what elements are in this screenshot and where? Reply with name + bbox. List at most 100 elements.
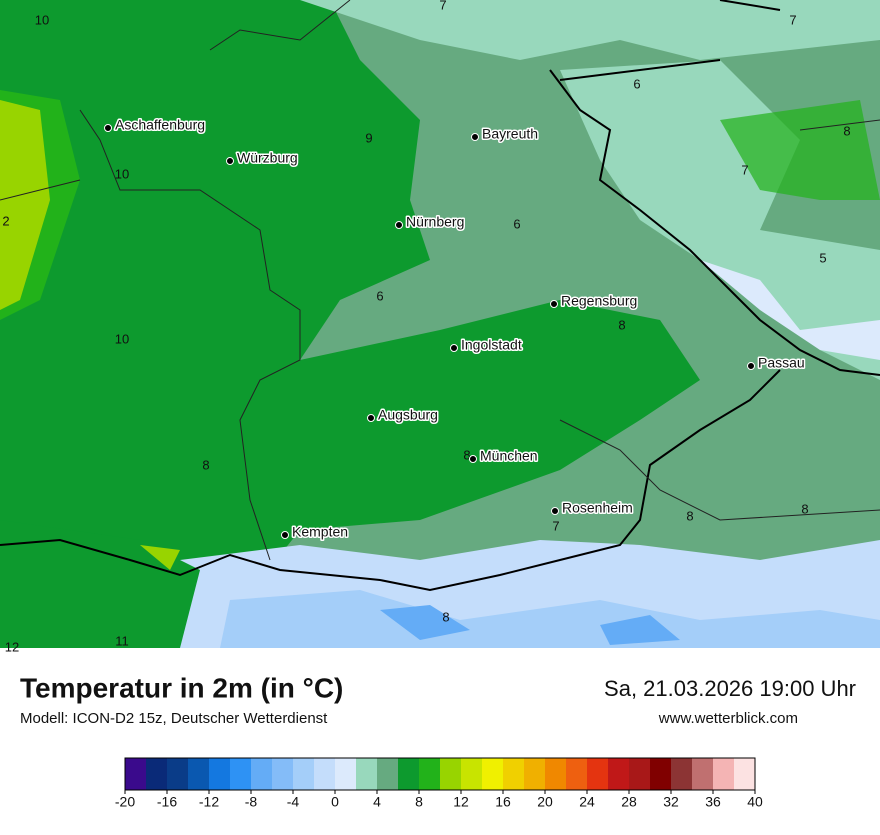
city-label: Bayreuth [482,126,538,142]
legend-swatch [692,758,714,790]
legend-swatch [503,758,525,790]
legend-swatch [188,758,210,790]
city-label: Passau [758,355,805,371]
legend-swatch [251,758,273,790]
title: Temperatur in 2m (in °C) [20,672,343,703]
legend-swatch [734,758,756,790]
legend-swatch [545,758,567,790]
isotherm-label: 5 [819,250,826,265]
legend-swatch [209,758,231,790]
legend-tick-label: 20 [537,794,553,810]
legend-swatch [461,758,483,790]
legend-swatch [293,758,315,790]
isotherm-label: 8 [801,501,808,516]
color-legend: -20 -16 -12 -8 -4 0 4 8 12 16 20 24 28 32 36 40 [115,757,763,810]
legend-swatch [125,758,147,790]
isotherm-label: 7 [439,0,446,12]
city-label: Kempten [292,524,348,540]
website: www.wetterblick.com [658,710,798,727]
borders [0,0,880,592]
legend-tick-label: 40 [747,794,763,810]
city-label: Regensburg [561,293,637,309]
legend-swatch [167,758,189,790]
legend-swatch [650,758,672,790]
isotherm-label: 6 [633,76,640,91]
city-dot [550,300,558,308]
city-label: Nürnberg [406,214,464,230]
legend-swatch [146,758,168,790]
isotherm-label: 9 [365,130,372,145]
legend-tick-label: 24 [579,794,595,810]
legend-tick-label: -8 [245,794,258,810]
legend-swatch [482,758,504,790]
city-dot [551,507,559,515]
legend-tick-label: 32 [663,794,679,810]
city-label: Aschaffenburg [115,117,205,133]
legend-swatch [377,758,399,790]
legend-swatch [356,758,378,790]
isotherm-label: 8 [202,457,209,472]
city-dot [226,157,234,165]
legend-swatch [566,758,588,790]
legend-swatch [230,758,252,790]
legend-tick-label: 12 [453,794,469,810]
isotherm-label: 8 [442,609,449,624]
legend-tick-label: 36 [705,794,721,810]
isotherm-label: 10 [115,331,129,346]
isotherm-labels: 10 7 7 6 8 9 10 7 6 5 6 8 10 8 8 7 8 8 8 12 11 2 [2,0,850,654]
city-dot [104,124,112,132]
isotherm-label: 8 [618,317,625,332]
legend-tick-label: 0 [331,794,339,810]
legend-swatch [524,758,546,790]
legend-swatch [314,758,336,790]
legend-tick-label: 8 [415,794,423,810]
city-dot [395,221,403,229]
legend-swatch [629,758,651,790]
city-dot [367,414,375,422]
subtitle: Modell: ICON-D2 15z, Deutscher Wetterdie… [20,710,328,727]
isotherm-label: 7 [789,12,796,27]
legend-tick-label: -4 [287,794,300,810]
city-label: Rosenheim [562,500,633,516]
isotherm-label: 12 [5,639,19,654]
isotherm-label: 7 [741,162,748,177]
legend-swatch [419,758,441,790]
legend-tick-label: -12 [199,794,219,810]
isotherm-label: 8 [463,447,470,462]
isotherm-label: 7 [552,518,559,533]
city-dot [450,344,458,352]
isotherm-label: 6 [513,216,520,231]
isotherm-label: 8 [843,123,850,138]
legend-swatch [335,758,357,790]
isotherm-label: 6 [376,288,383,303]
city-labels: Aschaffenburg Würzburg Bayreuth Nürnberg Reg… [104,115,806,541]
legend-tick-label: -20 [115,794,135,810]
city-label: Würzburg [237,150,298,166]
legend-swatch [398,758,420,790]
isotherm-label: 8 [686,508,693,523]
city-label: München [480,448,538,464]
legend-tick-label: 4 [373,794,381,810]
map-background [0,0,880,648]
legend-tick-label: 28 [621,794,637,810]
city-dot [469,455,477,463]
city-label: Ingolstadt [461,337,522,353]
legend-frame [124,757,756,791]
city-label: Augsburg [378,407,438,423]
legend-swatch [713,758,735,790]
legend-tick-label: -16 [157,794,177,810]
legend-swatch [587,758,609,790]
legend-swatch [608,758,630,790]
isotherm-label: 10 [115,166,129,181]
isotherm-label: 10 [35,12,49,27]
legend-swatch [272,758,294,790]
city-dot [471,133,479,141]
date: Sa, 21.03.2026 19:00 Uhr [604,676,856,701]
admin-borders [0,0,880,561]
legend-swatch [671,758,693,790]
city-dot [747,362,755,370]
legend-tick-label: 16 [495,794,511,810]
city-dot [281,531,289,539]
